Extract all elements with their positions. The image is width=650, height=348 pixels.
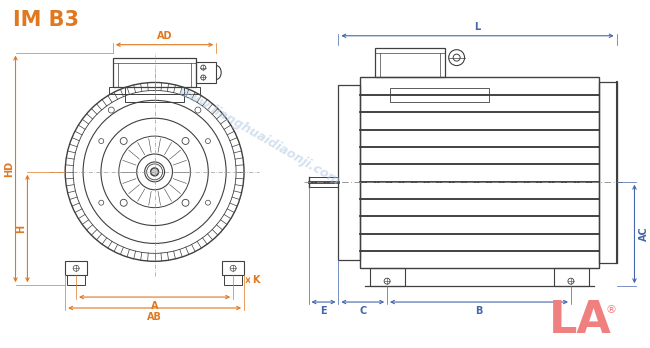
Bar: [339, 86, 360, 260]
Bar: [390, 88, 489, 102]
Text: L: L: [474, 22, 480, 32]
Text: C: C: [359, 306, 367, 316]
Bar: [224, 275, 242, 285]
Text: AB: AB: [147, 312, 162, 322]
Bar: [67, 275, 85, 285]
Bar: [113, 58, 196, 87]
Text: A: A: [151, 301, 159, 311]
Text: E: E: [320, 306, 327, 316]
Bar: [65, 261, 87, 275]
Text: K: K: [252, 275, 259, 285]
Bar: [599, 82, 617, 263]
Text: IM B3: IM B3: [12, 10, 79, 30]
Text: B: B: [475, 306, 483, 316]
Text: ®: ®: [605, 305, 616, 315]
Text: HD: HD: [5, 161, 14, 177]
Text: H: H: [16, 224, 27, 232]
Text: AC: AC: [640, 227, 649, 242]
Text: LA: LA: [549, 299, 611, 342]
Bar: [375, 48, 445, 78]
Text: www.lianghuaidiaonji.com: www.lianghuaidiaonji.com: [176, 85, 343, 189]
Circle shape: [151, 168, 159, 176]
Bar: [125, 87, 185, 102]
Bar: [109, 87, 200, 94]
Bar: [370, 268, 405, 286]
Text: AD: AD: [157, 31, 172, 41]
Bar: [360, 78, 599, 268]
Bar: [222, 261, 244, 275]
Bar: [554, 268, 589, 286]
Bar: [196, 62, 216, 84]
